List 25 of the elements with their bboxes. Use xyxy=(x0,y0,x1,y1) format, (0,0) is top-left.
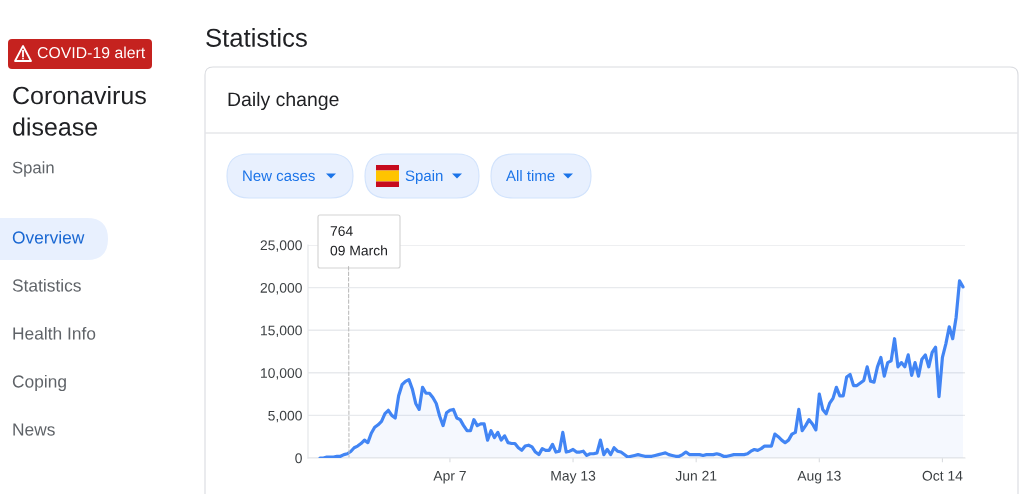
text: Spain xyxy=(405,170,443,184)
y-tick-label: 5,000 xyxy=(268,410,302,423)
text: Coronavirus disease xyxy=(13,86,146,136)
x-tick-label: Oct 14 xyxy=(922,470,963,481)
text: Statistics xyxy=(12,278,81,292)
text: News xyxy=(13,423,55,436)
x-tick-label: May 13 xyxy=(551,470,596,484)
x-tick-label: Jun 21 xyxy=(675,470,717,481)
text: Overview xyxy=(12,230,85,244)
text: COVID-19 alert xyxy=(37,46,146,59)
x-tick-label: Aug 13 xyxy=(797,470,841,484)
y-tick-label: 0 xyxy=(295,453,302,464)
text: Spain xyxy=(12,161,54,177)
chart-title: Statistics xyxy=(206,28,307,47)
text: New cases xyxy=(243,170,315,182)
y-tick-label: 20,000 xyxy=(260,282,302,295)
annotation: 764 09 March xyxy=(330,226,387,256)
text: Coping xyxy=(12,374,66,392)
chart-subtitle: Daily change xyxy=(228,91,339,111)
text: All time xyxy=(506,170,555,182)
x-tick-label: Apr 7 xyxy=(433,471,466,484)
y-tick-label: 10,000 xyxy=(261,368,302,380)
y-tick-label: 25,000 xyxy=(260,240,302,252)
y-tick-label: 15,000 xyxy=(261,325,302,338)
text: Health Info xyxy=(13,326,96,340)
